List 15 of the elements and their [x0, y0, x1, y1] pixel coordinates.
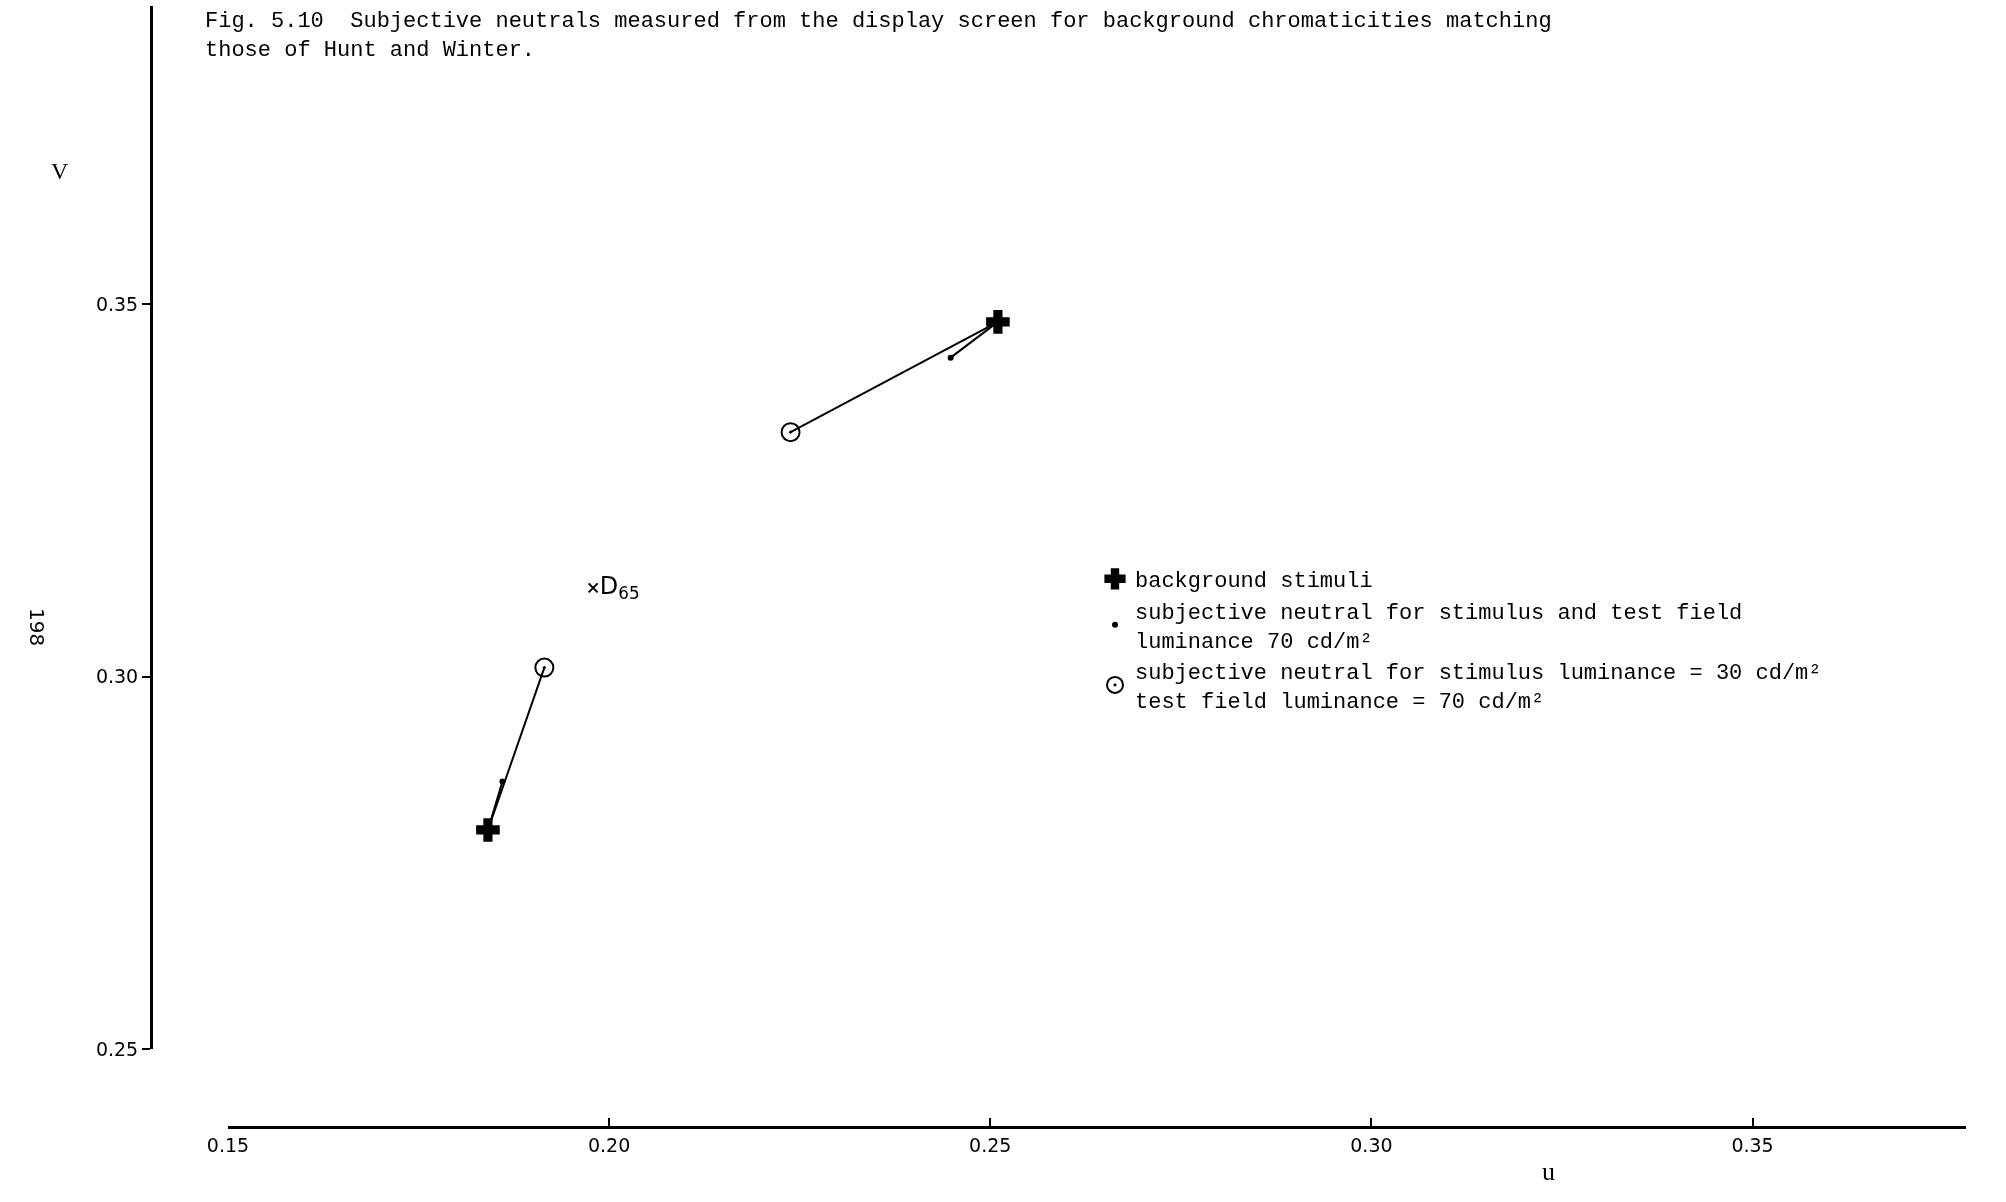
- text: Fig. 5.10 Subjective neutrals measured from the display screen for background chromaticities matching those of Hunt and Winter.: [205, 9, 1552, 63]
- legend-label: subjective neutral for stimulus luminance = 30 cd/m² test field luminance = 70 cd/m²: [1135, 661, 1822, 715]
- text: 198: [25, 608, 49, 647]
- y-axis-title: V: [51, 158, 69, 184]
- y-tick-label: 0.30: [95, 665, 139, 688]
- x-tick-label: 0.35: [1731, 1133, 1774, 1156]
- legend-label: background stimuli: [1135, 569, 1373, 595]
- x-tick-label: 0.25: [969, 1133, 1012, 1156]
- x-tick-label: 0.15: [206, 1133, 250, 1156]
- x-tick-label: 0.20: [587, 1133, 631, 1156]
- y-tick-label: 0.25: [95, 1037, 139, 1060]
- x-axis-title: u: [1542, 1157, 1555, 1186]
- series-label: D$_{65}$: [599, 571, 640, 603]
- x-tick-label: 0.30: [1350, 1133, 1393, 1156]
- y-tick-label: 0.35: [95, 292, 139, 315]
